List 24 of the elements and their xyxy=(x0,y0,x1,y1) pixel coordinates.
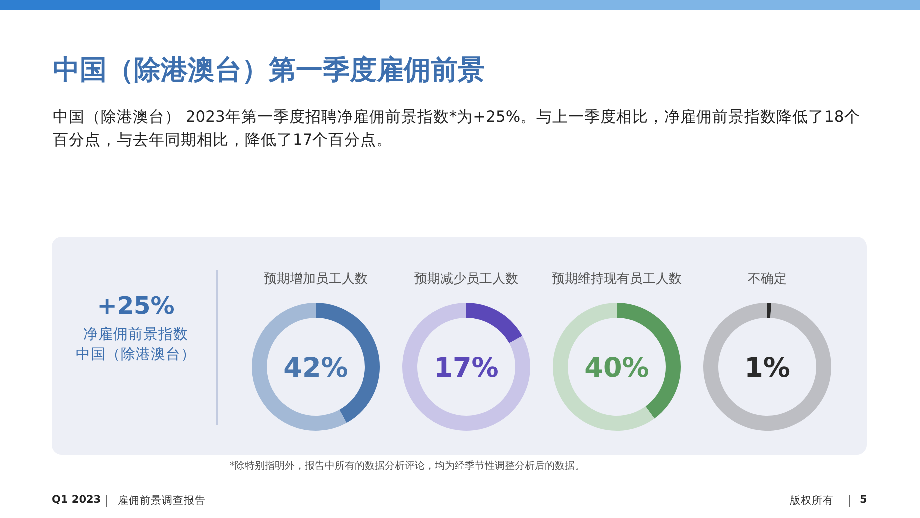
text: 5 xyxy=(860,494,868,506)
chart-title: 预期减少员工人数 xyxy=(414,272,518,287)
chart-title: 预期增加员工人数 xyxy=(264,272,368,287)
donut-slice xyxy=(402,303,530,431)
text: 40% xyxy=(584,353,650,384)
text: *除特别指明外，报告中所有的数据分析评论，均为经季节性调整分析后的数据。 xyxy=(230,460,585,473)
text: 中国（除港澳台）第一季度雇佣前景 xyxy=(53,54,485,88)
text: 中国（除港澳台） 2023年第一季度招聘净雇佣前景指数*为+25%。与上一季度相比，净雇佣前景指数降低了18个百分点，与去年同期相比，降低了17个百分点。 xyxy=(53,107,862,151)
text: 雇佣前景调查报告 xyxy=(118,494,206,508)
text: Q1 2023 xyxy=(52,494,102,506)
donut-slice xyxy=(553,303,655,431)
text: 17% xyxy=(434,353,499,384)
text: 42% xyxy=(284,353,348,384)
chart-title: 预期维持现有员工人数 xyxy=(552,272,682,287)
donut-slice xyxy=(768,303,772,318)
text: +25% xyxy=(96,292,176,320)
text: 1% xyxy=(744,353,790,384)
donut-slice xyxy=(704,303,832,431)
chart-title: 不确定 xyxy=(748,272,787,287)
donut-slice xyxy=(466,303,523,344)
text: 中国（除港澳台） xyxy=(75,346,197,364)
text: 版权所有 xyxy=(790,494,834,508)
donut-slice xyxy=(252,303,347,431)
text: 净雇佣前景指数 xyxy=(82,326,190,344)
